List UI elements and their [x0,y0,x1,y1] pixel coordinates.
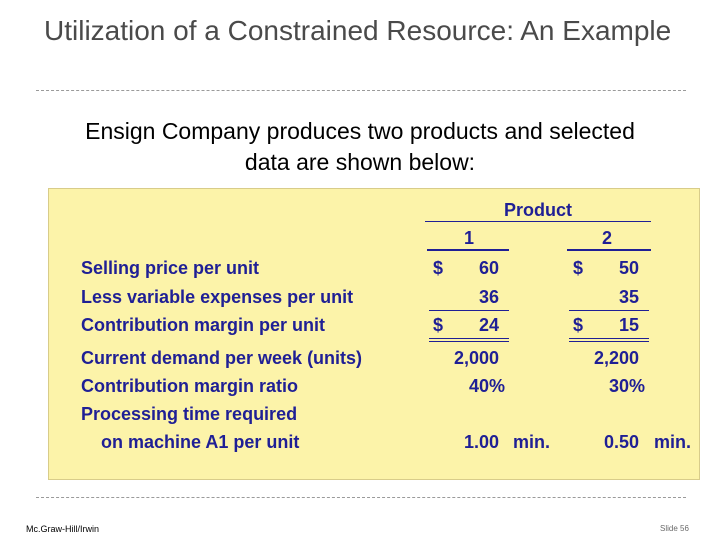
p1-processing-unit: min. [513,432,551,452]
column-1-underline [427,249,509,251]
row-label-variable-expenses: Less variable expenses per unit [81,287,354,307]
p2-selling-price: 50 [618,258,639,278]
p1-selling-price-dollar: $ [433,258,444,278]
p1-cm-ratio: 40% [468,376,505,396]
row-label-cm-ratio: Contribution margin ratio [81,376,298,396]
p1-contribution-margin: 24 [478,315,499,335]
row-label-processing-time: Processing time required [81,404,298,424]
p2-contribution-margin: 15 [618,315,639,335]
footer-divider [36,497,686,498]
column-header-product-1: 1 [463,228,474,248]
row-label-contribution-margin: Contribution margin per unit [81,315,325,335]
p2-contribution-margin-dollar: $ [573,315,584,335]
product-header-underline [425,221,651,222]
p2-total-line-a [569,338,649,339]
p1-demand: 2,000 [453,348,499,368]
data-table: Product 1 2 Selling price per unit $ 60 … [48,188,700,480]
p1-total-line-a [429,338,509,339]
p1-processing-time: 1.00 [463,432,499,452]
p1-variable-expenses: 36 [478,287,499,307]
p2-selling-price-dollar: $ [573,258,584,278]
p2-variable-expenses: 35 [618,287,639,307]
p2-processing-time: 0.50 [603,432,639,452]
p1-subtotal-line [429,310,509,311]
p1-total-line-b [429,341,509,342]
row-label-demand: Current demand per week (units) [81,348,363,368]
p2-demand: 2,200 [593,348,639,368]
p2-subtotal-line [569,310,649,311]
p2-total-line-b [569,341,649,342]
title-divider [36,90,686,91]
intro-text: Ensign Company produces two products and… [85,118,635,175]
p1-selling-price: 60 [478,258,499,278]
p2-cm-ratio: 30% [608,376,645,396]
p2-processing-unit: min. [654,432,692,452]
column-header-product-2: 2 [601,228,612,248]
slide-title: Utilization of a Constrained Resource: A… [44,15,672,46]
product-header: Product [503,200,572,220]
row-label-machine-a1: on machine A1 per unit [101,432,300,452]
column-2-underline [567,249,651,251]
row-label-selling-price: Selling price per unit [81,258,260,278]
slide-number: Slide 56 [660,524,689,533]
footer-publisher: Mc.Graw-Hill/Irwin [26,524,99,534]
p1-contribution-margin-dollar: $ [433,315,444,335]
